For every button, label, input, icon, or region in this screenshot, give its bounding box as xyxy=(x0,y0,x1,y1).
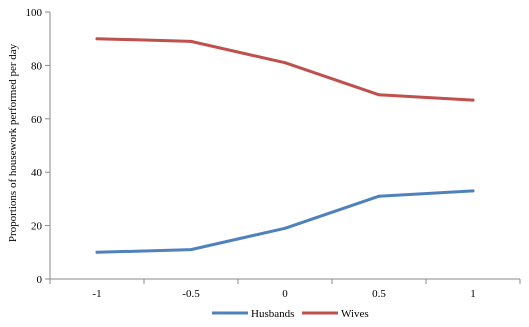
series-lines xyxy=(95,37,475,254)
series-line-wives xyxy=(95,37,475,102)
data-point-wives xyxy=(189,39,193,43)
y-axis-title: Proportions of housework performed per d… xyxy=(7,43,19,242)
y-axis-ticks: 0 20 40 60 80 100 xyxy=(26,7,50,286)
legend-label-husbands: Husbands xyxy=(251,308,294,320)
y-tick-label: 100 xyxy=(26,7,43,19)
x-tick-label: 0 xyxy=(282,288,288,300)
series-line-husbands xyxy=(95,189,475,254)
y-tick-label: 40 xyxy=(31,167,43,179)
y-tick-label: 0 xyxy=(37,274,43,286)
legend-label-wives: Wives xyxy=(341,308,369,320)
x-tick-label: 0.5 xyxy=(372,288,386,300)
data-point-husbands xyxy=(377,194,381,198)
y-tick-label: 80 xyxy=(31,60,43,72)
data-point-wives xyxy=(377,93,381,97)
data-point-wives xyxy=(95,37,99,41)
x-tick-label: 1 xyxy=(470,288,476,300)
legend: Husbands Wives xyxy=(212,308,369,320)
data-point-wives xyxy=(283,61,287,65)
x-tick-label: -1 xyxy=(92,288,101,300)
x-tick-label: -0.5 xyxy=(182,288,200,300)
y-tick-label: 60 xyxy=(31,114,43,126)
data-point-husbands xyxy=(283,226,287,230)
y-tick-label: 20 xyxy=(31,221,43,233)
data-point-husbands xyxy=(471,189,475,193)
data-point-wives xyxy=(471,98,475,102)
data-point-husbands xyxy=(95,250,99,254)
data-point-husbands xyxy=(189,248,193,252)
x-axis-ticks: -1 -0.5 0 0.5 1 xyxy=(49,279,521,300)
